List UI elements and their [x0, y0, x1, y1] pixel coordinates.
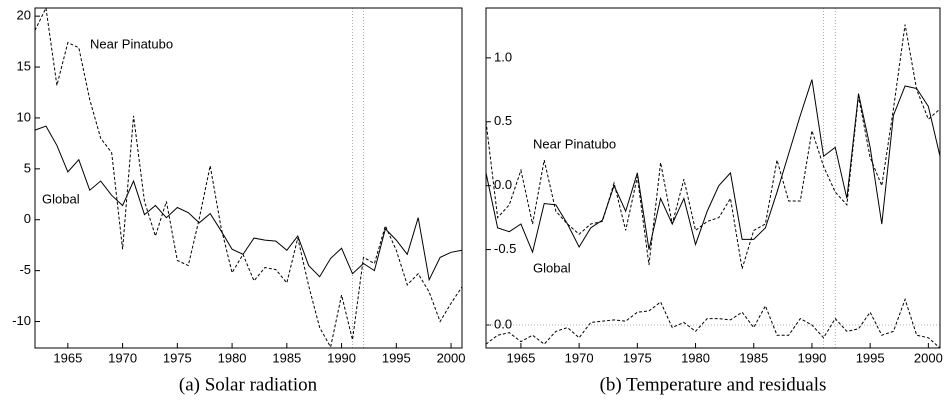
series-label: Global	[42, 191, 80, 206]
y-tick-label: 20	[17, 8, 31, 23]
x-tick-label: 1975	[163, 350, 192, 365]
plot-frame	[34, 7, 463, 349]
y-tick-label: 0.0	[494, 177, 512, 192]
x-tick-label: 1970	[565, 350, 594, 365]
x-tick-label: 1995	[856, 350, 885, 365]
y-tick-label: -5	[19, 262, 31, 277]
series-line	[34, 125, 463, 282]
y-tick-label: 15	[17, 58, 31, 73]
y2-tick-label: 0.0	[494, 316, 512, 331]
x-tick-label: 1995	[382, 350, 411, 365]
x-tick-label: 1985	[739, 350, 768, 365]
series-label: Near Pinatubo	[533, 136, 616, 151]
x-tick-label: 1990	[327, 350, 356, 365]
series-line	[485, 297, 941, 349]
y-tick-label: 0	[24, 211, 31, 226]
x-tick-label: 1975	[623, 350, 652, 365]
plot-frame	[485, 7, 941, 349]
y-tick-label: 5	[24, 160, 31, 175]
caption: (b) Temperature and residuals	[600, 374, 827, 395]
x-tick-label: 2000	[914, 350, 943, 365]
y-tick-label: 0.5	[494, 113, 512, 128]
x-tick-label: 1985	[272, 350, 301, 365]
x-tick-label: 1980	[681, 350, 710, 365]
x-tick-label: 2000	[437, 350, 466, 365]
x-tick-label: 1965	[53, 350, 82, 365]
y-tick-label: 10	[17, 109, 31, 124]
x-tick-label: 1980	[218, 350, 247, 365]
series-line	[34, 6, 463, 349]
y-tick-label: 1.0	[494, 49, 512, 64]
series-label: Near Pinatubo	[90, 36, 173, 51]
series-label: Global	[533, 260, 571, 275]
y-tick-label: -0.5	[494, 241, 516, 256]
x-tick-label: 1990	[797, 350, 826, 365]
caption: (a) Solar radiation	[179, 374, 318, 395]
series-line	[485, 79, 941, 254]
x-tick-label: 1970	[108, 350, 137, 365]
y-tick-label: -10	[12, 313, 31, 328]
x-tick-label: 1965	[506, 350, 535, 365]
series-line	[485, 24, 941, 269]
